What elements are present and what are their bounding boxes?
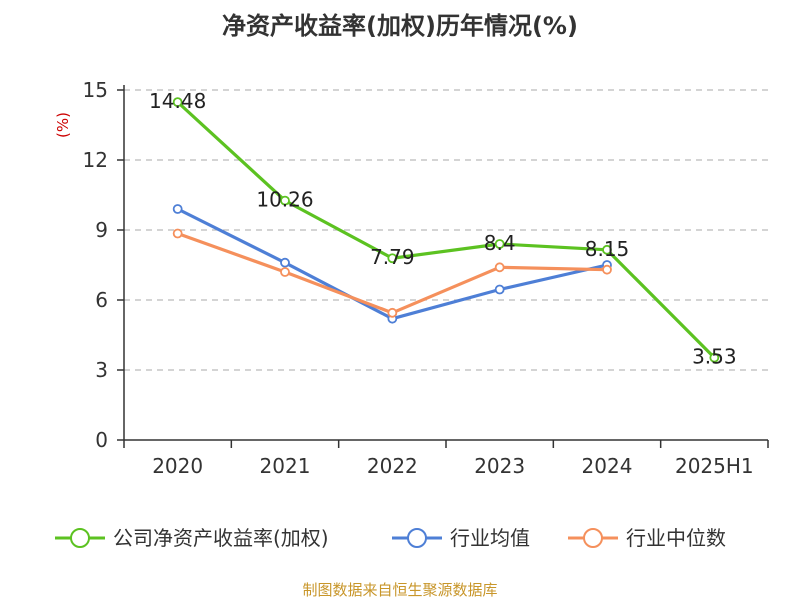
data-label: 7.79 (370, 245, 415, 269)
grid-lines (124, 89, 768, 371)
x-tick-label: 2025H1 (675, 454, 754, 478)
y-tick-label: 0 (95, 428, 108, 452)
data-labels: 14.48 10.26 7.79 8.4 8.15 3.53 (149, 89, 737, 369)
data-point (387, 307, 398, 318)
y-tick-label: 12 (83, 148, 108, 172)
legend-item[interactable]: 行业中位数 (568, 526, 726, 550)
data-label: 3.53 (692, 345, 737, 369)
y-tick-label: 15 (83, 78, 108, 102)
data-point (280, 267, 290, 277)
x-tick-label: 2021 (260, 454, 311, 478)
y-axis-unit-label: (%) (54, 112, 72, 138)
legend-label: 行业均值 (450, 526, 530, 550)
legend-swatch-marker (583, 528, 603, 548)
legend-item[interactable]: 公司净资产收益率(加权) (55, 526, 329, 550)
data-label: 10.26 (256, 188, 313, 212)
data-point (280, 195, 290, 206)
data-point (280, 257, 290, 268)
data-point (172, 204, 183, 214)
source-note: 制图数据来自恒生聚源数据库 (302, 581, 497, 599)
legend-label: 行业中位数 (626, 526, 726, 550)
legend-label: 公司净资产收益率(加权) (113, 526, 329, 550)
data-point (172, 97, 183, 108)
legend-swatch-marker (407, 528, 427, 548)
y-tick-label: 9 (95, 218, 108, 242)
y-tick-label: 6 (95, 288, 108, 312)
y-axis: 0 3 6 9 12 15 (83, 78, 125, 452)
x-tick-label: 2024 (582, 454, 633, 478)
data-label: 8.4 (484, 231, 516, 255)
data-point (172, 228, 183, 239)
data-label: 8.15 (585, 237, 630, 261)
data-point (709, 352, 720, 363)
data-point (494, 262, 505, 273)
data-point (602, 244, 612, 255)
x-tick-label: 2022 (367, 454, 418, 478)
data-point (494, 239, 505, 249)
data-point (387, 253, 398, 264)
x-tick-label: 2020 (152, 454, 203, 478)
legend[interactable]: 公司净资产收益率(加权) 行业均值 行业中位数 (55, 526, 726, 550)
y-tick-label: 3 (95, 358, 108, 382)
data-label: 14.48 (149, 89, 206, 113)
series-lines (172, 97, 720, 363)
legend-swatch-marker (70, 528, 90, 548)
x-axis: 2020 2021 2022 2023 2024 2025H1 (123, 439, 769, 478)
data-point (602, 264, 612, 275)
legend-item[interactable]: 行业均值 (392, 526, 530, 550)
series-line (176, 100, 716, 359)
chart-title: 净资产收益率(加权)历年情况(%) (222, 12, 578, 40)
data-point (494, 284, 505, 295)
x-tick-label: 2023 (474, 454, 525, 478)
